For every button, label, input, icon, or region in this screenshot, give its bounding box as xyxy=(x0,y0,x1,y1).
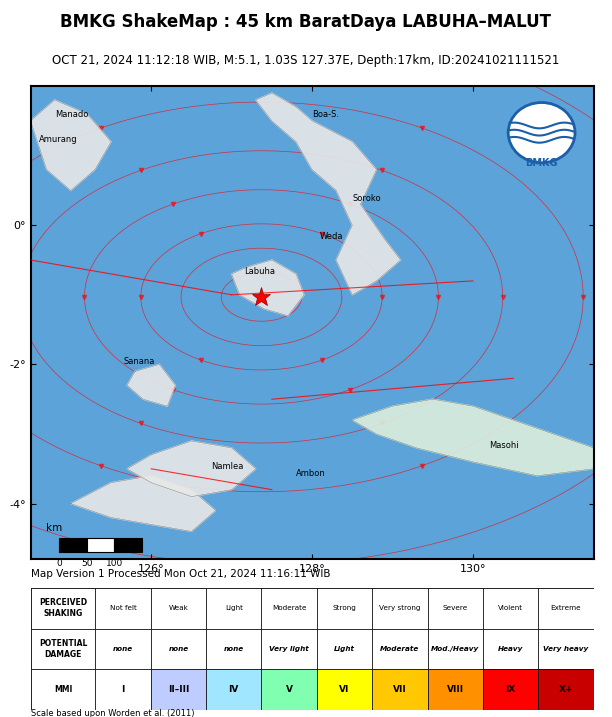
Text: Mod./Heavy: Mod./Heavy xyxy=(431,646,479,652)
Text: Scale based upon Worden et al. (2011): Scale based upon Worden et al. (2011) xyxy=(31,709,194,717)
Text: I: I xyxy=(121,685,125,694)
Polygon shape xyxy=(127,364,176,406)
Text: Light: Light xyxy=(334,646,355,652)
Text: BMKG ShakeMap : 45 km BaratDaya LABUHA–MALUT: BMKG ShakeMap : 45 km BaratDaya LABUHA–M… xyxy=(61,12,551,31)
Bar xyxy=(151,629,206,669)
Text: IX: IX xyxy=(506,685,516,694)
Bar xyxy=(114,538,142,552)
Bar xyxy=(428,669,483,710)
Text: Map Version 1 Processed Mon Oct 21, 2024 11:16:11 WIB: Map Version 1 Processed Mon Oct 21, 2024… xyxy=(31,569,330,579)
Bar xyxy=(539,588,594,629)
Text: Strong: Strong xyxy=(332,605,356,612)
Text: MMI: MMI xyxy=(54,685,72,694)
Text: PERCEIVED
SHAKING: PERCEIVED SHAKING xyxy=(39,598,87,618)
Bar xyxy=(483,629,539,669)
Text: Weda: Weda xyxy=(320,232,344,241)
Text: km: km xyxy=(46,523,62,533)
Text: Masohi: Masohi xyxy=(489,441,519,450)
Text: Heavy: Heavy xyxy=(498,646,523,652)
Text: IV: IV xyxy=(228,685,239,694)
Bar xyxy=(317,629,372,669)
Bar xyxy=(151,669,206,710)
Bar xyxy=(206,669,261,710)
Text: none: none xyxy=(224,646,244,652)
Circle shape xyxy=(508,103,575,163)
Text: X+: X+ xyxy=(559,685,573,694)
Text: OCT 21, 2024 11:12:18 WIB, M:5.1, 1.03S 127.37E, Depth:17km, ID:20241021111521: OCT 21, 2024 11:12:18 WIB, M:5.1, 1.03S … xyxy=(52,54,560,67)
Text: VIII: VIII xyxy=(447,685,464,694)
Polygon shape xyxy=(353,399,594,476)
Bar xyxy=(31,669,95,710)
Text: Very strong: Very strong xyxy=(379,605,420,612)
Text: Amurang: Amurang xyxy=(39,135,77,143)
Bar xyxy=(87,538,114,552)
Bar xyxy=(59,538,87,552)
Polygon shape xyxy=(31,100,111,191)
Text: Very heavy: Very heavy xyxy=(543,646,589,652)
Bar xyxy=(483,669,539,710)
Bar xyxy=(317,588,372,629)
Bar xyxy=(95,629,151,669)
Text: Extreme: Extreme xyxy=(551,605,581,612)
Text: Moderate: Moderate xyxy=(380,646,419,652)
Text: Violent: Violent xyxy=(498,605,523,612)
Bar xyxy=(428,629,483,669)
Text: II–III: II–III xyxy=(168,685,189,694)
Bar xyxy=(372,669,428,710)
Bar xyxy=(539,629,594,669)
Text: Moderate: Moderate xyxy=(272,605,307,612)
Text: V: V xyxy=(286,685,293,694)
Text: VI: VI xyxy=(339,685,349,694)
Bar xyxy=(372,629,428,669)
Polygon shape xyxy=(232,260,304,315)
Bar xyxy=(31,629,95,669)
Text: Ambon: Ambon xyxy=(296,469,326,478)
Text: Very light: Very light xyxy=(269,646,309,652)
Text: Sanana: Sanana xyxy=(123,357,154,366)
Text: Soroko: Soroko xyxy=(353,194,381,203)
Bar xyxy=(539,669,594,710)
Bar xyxy=(261,669,317,710)
Bar xyxy=(428,588,483,629)
Polygon shape xyxy=(256,93,401,295)
Text: none: none xyxy=(168,646,188,652)
Text: Manado: Manado xyxy=(54,110,88,119)
Bar xyxy=(483,588,539,629)
Text: Severe: Severe xyxy=(442,605,468,612)
Bar xyxy=(317,669,372,710)
Bar xyxy=(95,588,151,629)
Bar xyxy=(31,588,95,629)
Bar xyxy=(95,669,151,710)
Bar xyxy=(261,629,317,669)
Text: Light: Light xyxy=(225,605,243,612)
Text: Boa-S.: Boa-S. xyxy=(312,110,339,119)
Text: 50: 50 xyxy=(81,559,92,569)
Bar xyxy=(261,588,317,629)
Text: POTENTIAL
DAMAGE: POTENTIAL DAMAGE xyxy=(39,639,87,659)
Text: 0: 0 xyxy=(56,559,62,569)
Bar xyxy=(372,588,428,629)
Bar xyxy=(206,629,261,669)
Text: Labuha: Labuha xyxy=(244,267,275,276)
Text: VII: VII xyxy=(393,685,407,694)
Text: BMKG: BMKG xyxy=(525,158,558,168)
Bar xyxy=(151,588,206,629)
Text: Not felt: Not felt xyxy=(110,605,136,612)
Bar xyxy=(206,588,261,629)
Polygon shape xyxy=(71,476,215,531)
Text: 100: 100 xyxy=(106,559,123,569)
Text: none: none xyxy=(113,646,133,652)
Polygon shape xyxy=(127,441,256,497)
Text: Weak: Weak xyxy=(168,605,188,612)
Text: Namlea: Namlea xyxy=(212,462,244,471)
